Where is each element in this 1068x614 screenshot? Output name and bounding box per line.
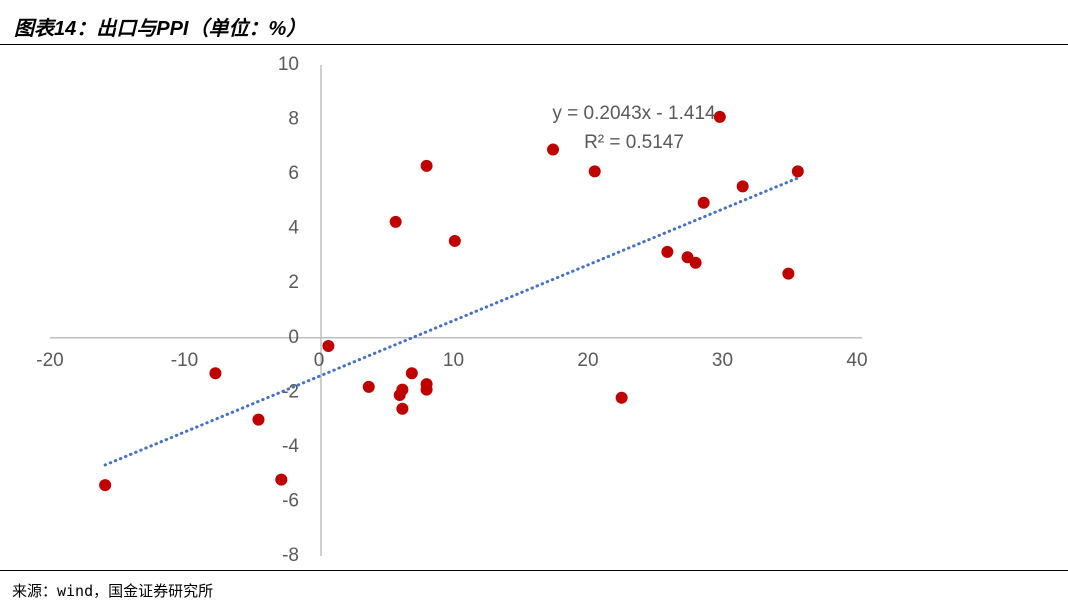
title: 图表14：出口与PPI（单位：%） — [14, 18, 307, 40]
point — [588, 165, 601, 178]
title-rule — [0, 44, 1068, 45]
point — [396, 402, 409, 415]
x-tick-label: -20 — [36, 350, 63, 371]
x-tick-label: 30 — [712, 350, 733, 371]
trendline — [103, 176, 800, 467]
y-tick-label: 4 — [288, 218, 299, 239]
point — [689, 256, 702, 269]
point — [420, 159, 433, 172]
point — [615, 391, 628, 404]
source-rule — [0, 570, 1068, 571]
y-tick-label: 6 — [288, 163, 299, 184]
y-tick-label: 2 — [288, 272, 299, 293]
y-tick-label: -6 — [282, 490, 299, 511]
x-tick-label: 10 — [443, 350, 464, 371]
x-tick-label: 40 — [846, 350, 867, 371]
point — [209, 367, 222, 380]
point — [275, 473, 288, 486]
point — [547, 143, 560, 156]
trendline-r2: R² = 0.5147 — [584, 132, 684, 153]
point — [322, 339, 335, 352]
x-tick-label: -10 — [171, 350, 198, 371]
point — [99, 479, 112, 492]
x-tick-label: 20 — [577, 350, 598, 371]
point — [736, 180, 749, 193]
y-tick-label: 0 — [288, 327, 299, 348]
x-tick-label: 0 — [314, 350, 325, 371]
point — [448, 234, 461, 247]
point — [420, 383, 433, 396]
point — [396, 383, 409, 396]
y-tick-label: -8 — [282, 545, 299, 566]
point — [389, 215, 402, 228]
point — [782, 267, 795, 280]
point — [661, 245, 674, 258]
y-tick-label: 10 — [278, 54, 299, 75]
trendline-equation: y = 0.2043x - 1.414 — [552, 103, 716, 124]
source: 来源：wind，国金证券研究所 — [12, 582, 214, 600]
point — [791, 165, 804, 178]
point — [405, 367, 418, 380]
point — [697, 196, 710, 209]
y-tick-label: 8 — [288, 109, 299, 130]
point — [362, 380, 375, 393]
point — [252, 413, 265, 426]
point — [713, 110, 726, 123]
y-tick-label: -4 — [282, 436, 299, 457]
